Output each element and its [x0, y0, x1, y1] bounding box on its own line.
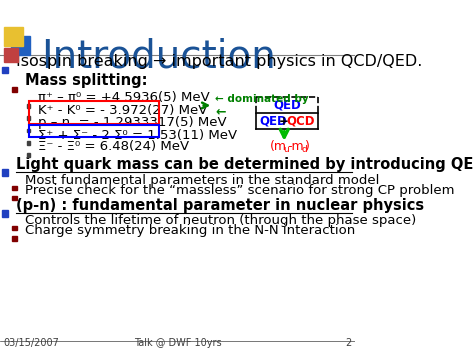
Text: Ξ⁻ - Ξ⁰ = 6.48(24) MeV: Ξ⁻ - Ξ⁰ = 6.48(24) MeV [38, 140, 189, 153]
Text: ): ) [305, 140, 310, 153]
Text: Charge symmetry breaking in the N-N interaction: Charge symmetry breaking in the N-N inte… [25, 224, 355, 237]
Bar [27, 153, 30, 157]
Bar [2, 210, 8, 217]
Text: p – n  = - 1.2933317(5) MeV: p – n = - 1.2933317(5) MeV [38, 116, 227, 129]
Text: Σ⁺ + Σ⁻ - 2 Σ⁰ = 1.53(11) MeV: Σ⁺ + Σ⁻ - 2 Σ⁰ = 1.53(11) MeV [38, 129, 237, 142]
Text: 2: 2 [346, 338, 352, 348]
Bar [10, 36, 30, 55]
Bar [27, 141, 30, 145]
Bar [27, 116, 30, 120]
Bar [3, 27, 23, 46]
Bar [27, 129, 30, 132]
Text: 03/15/2007: 03/15/2007 [3, 338, 59, 348]
Text: d: d [301, 145, 307, 154]
Bar [12, 236, 17, 241]
Text: (m: (m [270, 140, 287, 153]
Text: QCD: QCD [286, 115, 315, 127]
Text: -m: -m [288, 140, 304, 153]
Bar [12, 226, 17, 230]
Bar [12, 186, 17, 190]
Text: ←: ← [215, 105, 226, 118]
Text: Isospin breaking → important physics in QCD/QED.: Isospin breaking → important physics in … [16, 54, 422, 69]
Text: QED: QED [273, 98, 301, 111]
Text: Light quark mass can be determined by introducing QED: Light quark mass can be determined by in… [16, 157, 474, 172]
Text: Introduction: Introduction [41, 37, 275, 75]
Bar [2, 66, 8, 73]
Text: (p-n) : fundamental parameter in nuclear physics: (p-n) : fundamental parameter in nuclear… [16, 198, 424, 213]
Text: QED: QED [259, 115, 287, 127]
Text: π⁺ – π⁰ = +4.5936(5) MeV: π⁺ – π⁰ = +4.5936(5) MeV [38, 91, 210, 104]
Text: Precise check for the “massless” scenario for strong CP problem: Precise check for the “massless” scenari… [25, 184, 455, 197]
Bar [12, 87, 17, 92]
Bar [12, 196, 17, 200]
Bar [27, 104, 30, 108]
Bar [3, 48, 18, 62]
Bar [29, 125, 159, 137]
Bar [2, 169, 8, 176]
Text: Mass splitting:: Mass splitting: [25, 73, 147, 88]
Text: K⁺ - K⁰ = - 3.972(27) MeV: K⁺ - K⁰ = - 3.972(27) MeV [38, 104, 208, 117]
Text: Talk @ DWF 10yrs: Talk @ DWF 10yrs [134, 338, 221, 348]
Text: u: u [283, 145, 289, 154]
Text: Controls the lifetime of neutron (through the phase space): Controls the lifetime of neutron (throug… [25, 214, 416, 227]
Text: ← dominated by: ← dominated by [215, 94, 309, 104]
Text: +: + [279, 115, 289, 127]
Bar [29, 101, 159, 124]
Text: Most fundamental parameters in the standard model: Most fundamental parameters in the stand… [25, 174, 379, 187]
